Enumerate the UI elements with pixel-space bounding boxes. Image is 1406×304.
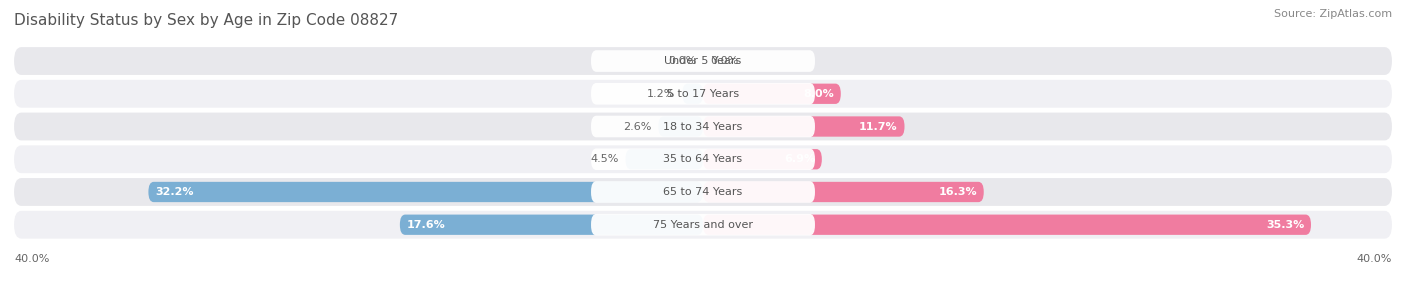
Text: 5 to 17 Years: 5 to 17 Years	[666, 89, 740, 99]
FancyBboxPatch shape	[703, 215, 1310, 235]
FancyBboxPatch shape	[14, 178, 1392, 206]
FancyBboxPatch shape	[626, 149, 703, 169]
FancyBboxPatch shape	[149, 182, 703, 202]
Text: 17.6%: 17.6%	[406, 220, 446, 230]
Text: 65 to 74 Years: 65 to 74 Years	[664, 187, 742, 197]
Text: 4.5%: 4.5%	[591, 154, 619, 164]
Text: Source: ZipAtlas.com: Source: ZipAtlas.com	[1274, 9, 1392, 19]
FancyBboxPatch shape	[14, 47, 1392, 75]
FancyBboxPatch shape	[658, 116, 703, 137]
Text: 40.0%: 40.0%	[14, 254, 49, 264]
Text: 2.6%: 2.6%	[623, 122, 651, 132]
FancyBboxPatch shape	[682, 84, 703, 104]
FancyBboxPatch shape	[399, 215, 703, 235]
Text: 35 to 64 Years: 35 to 64 Years	[664, 154, 742, 164]
FancyBboxPatch shape	[591, 214, 815, 236]
Text: 32.2%: 32.2%	[155, 187, 194, 197]
FancyBboxPatch shape	[591, 148, 815, 170]
FancyBboxPatch shape	[591, 181, 815, 203]
FancyBboxPatch shape	[703, 182, 984, 202]
Text: 35.3%: 35.3%	[1265, 220, 1305, 230]
Text: 6.9%: 6.9%	[783, 154, 815, 164]
Legend: Male, Female: Male, Female	[638, 302, 768, 304]
FancyBboxPatch shape	[14, 145, 1392, 173]
FancyBboxPatch shape	[591, 116, 815, 137]
Text: 75 Years and over: 75 Years and over	[652, 220, 754, 230]
FancyBboxPatch shape	[703, 149, 823, 169]
Text: 40.0%: 40.0%	[1357, 254, 1392, 264]
Text: 11.7%: 11.7%	[859, 122, 897, 132]
FancyBboxPatch shape	[591, 50, 815, 72]
FancyBboxPatch shape	[14, 112, 1392, 140]
FancyBboxPatch shape	[591, 83, 815, 105]
Text: 0.0%: 0.0%	[668, 56, 696, 66]
FancyBboxPatch shape	[703, 84, 841, 104]
Text: 16.3%: 16.3%	[938, 187, 977, 197]
FancyBboxPatch shape	[703, 116, 904, 137]
Text: Disability Status by Sex by Age in Zip Code 08827: Disability Status by Sex by Age in Zip C…	[14, 13, 398, 28]
Text: 8.0%: 8.0%	[803, 89, 834, 99]
FancyBboxPatch shape	[14, 211, 1392, 239]
Text: Under 5 Years: Under 5 Years	[665, 56, 741, 66]
Text: 0.0%: 0.0%	[710, 56, 738, 66]
FancyBboxPatch shape	[14, 80, 1392, 108]
Text: 1.2%: 1.2%	[647, 89, 675, 99]
Text: 18 to 34 Years: 18 to 34 Years	[664, 122, 742, 132]
